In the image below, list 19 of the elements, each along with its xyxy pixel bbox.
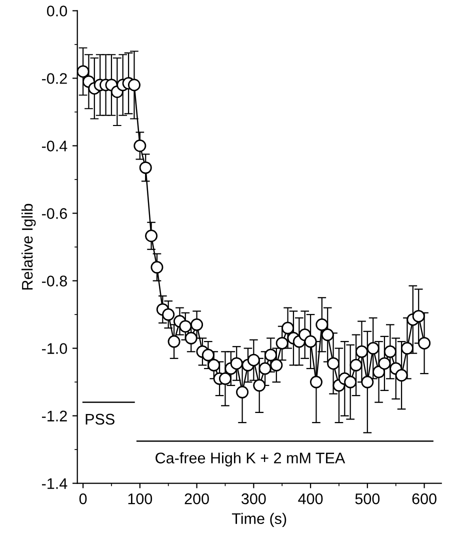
x-axis-title: Time (s)	[232, 512, 286, 528]
y-tick-label: 0.0	[46, 6, 68, 16]
x-tick-label: 100	[128, 493, 152, 504]
x-tick-label: 400	[298, 493, 323, 504]
y-tick-label: -1.2	[42, 410, 67, 422]
x-tick-label: 600	[412, 493, 436, 504]
x-tick-label: 300	[242, 493, 266, 504]
annotation: PSS	[86, 414, 114, 425]
y-tick-label: -0.4	[42, 140, 68, 152]
x-tick-label: 0	[79, 493, 87, 504]
y-tick-label: -1.4	[42, 478, 68, 489]
x-tick-label: 200	[184, 493, 209, 504]
y-tick-label: -0.8	[42, 276, 67, 286]
y-tick-label: -1.0	[42, 343, 68, 354]
x-tick-label: 500	[355, 493, 380, 504]
y-tick-label: -0.2	[42, 73, 67, 84]
y-axis-title: Relative Iglib	[22, 204, 36, 290]
annotation: Ca-free High K + 2 mM TEA	[156, 452, 346, 466]
y-tick-label: -0.6	[42, 208, 67, 219]
